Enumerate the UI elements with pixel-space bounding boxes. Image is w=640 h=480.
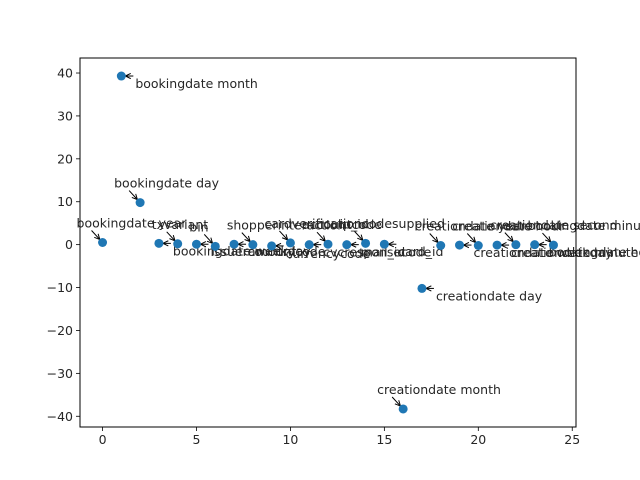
- data-point: [379, 239, 389, 249]
- data-point: [248, 240, 258, 250]
- data-point: [304, 240, 314, 250]
- annotation-arrow: [316, 231, 326, 242]
- data-point: [173, 239, 183, 249]
- annotation-arrow: [241, 232, 251, 243]
- y-tick-label: 0: [65, 237, 73, 252]
- y-axis: −40 −30 −20 −10 0 10 20 30 40: [47, 66, 80, 424]
- annotation-arrow: [542, 232, 552, 243]
- point-label: bookingdate minute: [527, 218, 640, 233]
- data-point: [154, 238, 164, 248]
- annotation-arrow: [279, 230, 289, 241]
- annotation-layer: bookingdate year bookingdate month booking…: [77, 72, 640, 407]
- point-label: card_id: [398, 244, 443, 259]
- data-point: [229, 239, 239, 249]
- annotation-arrow: [166, 231, 176, 242]
- annotation-arrow: [391, 396, 401, 407]
- x-tick-label: 5: [193, 432, 201, 447]
- point-label: bin: [189, 219, 208, 234]
- y-tick-label: −20: [47, 323, 73, 338]
- point-label: issuercountrycode: [210, 244, 325, 259]
- annotation-arrow: [91, 230, 101, 240]
- data-point: [342, 240, 352, 250]
- point-label: bookingdate day: [114, 176, 220, 191]
- data-point: [285, 238, 295, 248]
- x-tick-label: 10: [282, 432, 298, 447]
- x-axis: 0 5 10 15 20 25: [99, 427, 580, 447]
- y-tick-label: −30: [47, 366, 73, 381]
- annotation-arrow: [354, 231, 364, 241]
- annotation-arrow: [429, 233, 439, 243]
- data-point: [323, 239, 333, 249]
- point-label: shopperinteraction: [227, 218, 345, 233]
- point-label: bookingdate year: [77, 216, 188, 231]
- point-label: creationdate month: [377, 382, 501, 397]
- point-label: creationdate weekday: [474, 245, 614, 260]
- data-point: [436, 241, 446, 251]
- x-tick-label: 20: [470, 432, 486, 447]
- point-label: bookingdate weekday: [173, 243, 311, 258]
- data-point: [135, 198, 145, 208]
- y-tick-label: −10: [47, 280, 73, 295]
- y-tick-label: 30: [57, 108, 73, 123]
- data-point: [267, 241, 277, 251]
- x-tick-label: 0: [99, 432, 107, 447]
- y-tick-label: 20: [57, 151, 73, 166]
- data-point: [548, 240, 558, 250]
- data-point: [417, 283, 427, 293]
- point-label: amount: [248, 244, 296, 259]
- data-point: [398, 404, 408, 414]
- point-label: currencycode: [286, 246, 371, 261]
- point-label: txvariant: [152, 217, 209, 232]
- y-tick-label: 10: [57, 194, 73, 209]
- data-point: [191, 239, 201, 249]
- point-label: creationdate minute: [511, 245, 639, 260]
- annotation-arrow: [466, 233, 476, 243]
- annotation-arrow: [128, 190, 138, 200]
- point-label: creationdate second: [490, 218, 618, 233]
- point-label: mail_id: [361, 245, 405, 260]
- point-label: creationdate year: [415, 219, 527, 234]
- y-tick-label: 40: [57, 66, 73, 81]
- data-point: [473, 241, 483, 251]
- data-point: [455, 240, 465, 250]
- data-point: [530, 240, 540, 250]
- annotation-arrow: [504, 232, 514, 243]
- point-label: ip_id: [340, 216, 369, 231]
- x-tick-label: 15: [376, 432, 392, 447]
- annotation-arrow: [203, 234, 213, 244]
- data-point: [492, 240, 502, 250]
- data-point: [511, 240, 521, 250]
- point-label: bookingdate hour: [549, 245, 640, 260]
- point-label: accountcode: [302, 217, 382, 232]
- y-tick-label: −40: [47, 409, 73, 424]
- points-layer: [98, 71, 558, 414]
- data-point: [210, 241, 220, 251]
- x-tick-label: 25: [564, 432, 580, 447]
- point-label: bookingdate month: [135, 76, 258, 91]
- point-label: cvcresponsecode: [323, 245, 431, 260]
- data-point: [361, 238, 371, 248]
- point-label: cardverificationcodesupplied: [264, 216, 444, 231]
- point-label: creationdate hour: [452, 219, 565, 234]
- point-label: creationdate day: [436, 288, 543, 303]
- data-point: [116, 71, 126, 81]
- plot-frame: [79, 57, 577, 428]
- data-point: [98, 238, 108, 247]
